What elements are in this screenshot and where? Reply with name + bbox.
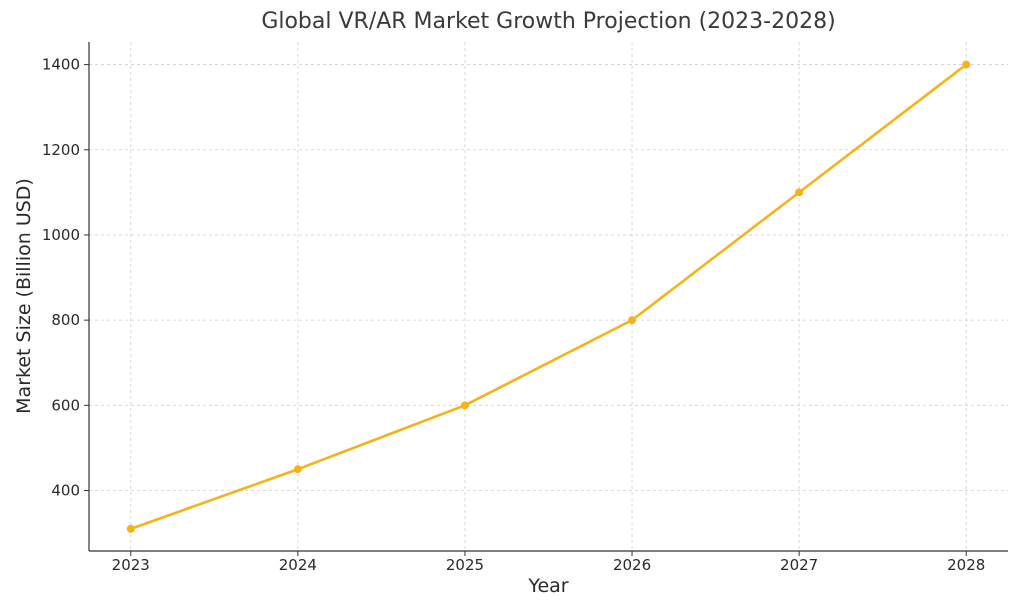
y-tick-label: 1000 [42, 226, 80, 244]
tick-labels: 2023 2024 2025 2026 2027 2028 400 600 800 1000 120… [42, 56, 986, 574]
x-tick-label: 2027 [780, 556, 818, 574]
axes [84, 42, 1008, 556]
data-point [795, 188, 804, 197]
y-axis-label: Market Size (Billion USD) [13, 178, 35, 414]
data-point [628, 316, 637, 325]
y-tick-label: 600 [51, 396, 80, 414]
data-point [460, 401, 469, 410]
y-tick-label: 1400 [42, 56, 80, 74]
data-point [962, 60, 971, 69]
x-axis-label: Year [528, 575, 569, 597]
data-point [293, 465, 302, 474]
chart-title: Global VR/AR Market Growth Projection (2… [261, 9, 836, 34]
x-tick-label: 2023 [112, 556, 150, 574]
grid-lines [89, 42, 1008, 551]
y-tick-label: 400 [51, 482, 80, 500]
x-tick-label: 2025 [446, 556, 484, 574]
data-point [126, 524, 135, 533]
x-tick-label: 2024 [279, 556, 317, 574]
x-tick-label: 2028 [947, 556, 985, 574]
series-line [129, 63, 968, 531]
y-tick-label: 1200 [42, 141, 80, 159]
y-tick-label: 800 [51, 311, 80, 329]
x-tick-label: 2026 [613, 556, 651, 574]
data-series [126, 60, 971, 533]
